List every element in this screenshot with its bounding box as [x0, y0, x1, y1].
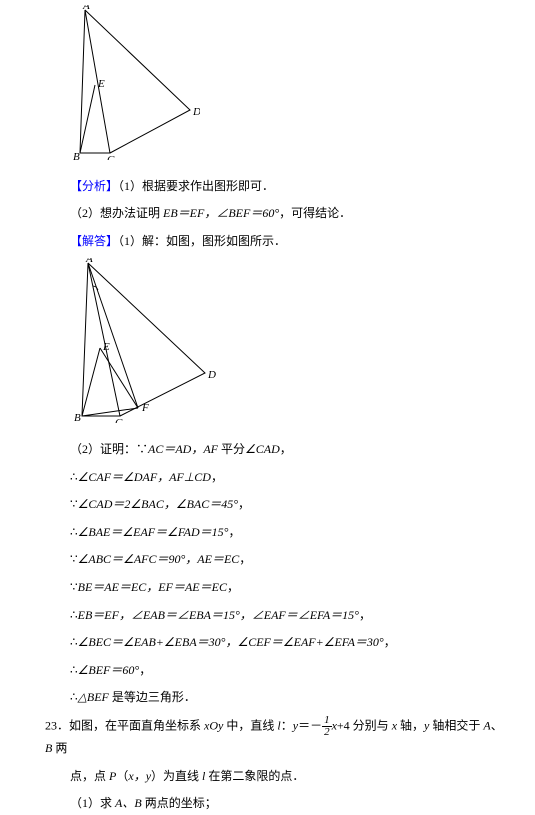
- answer-tag: 【解答】: [70, 234, 118, 248]
- analysis-tag: 【分析】: [70, 179, 118, 193]
- label-f: F: [141, 402, 149, 414]
- geometry-diagram-2: A B C D E F: [70, 258, 535, 431]
- label-d: D: [192, 106, 200, 118]
- label-b: B: [74, 412, 81, 423]
- analysis-line-1: 【分析】（1）根据要求作出图形即可．: [70, 176, 505, 198]
- question-23: 23．如图，在平面直角坐标系 xOy 中，直线 l：y＝－12x+4 分别与 x…: [0, 715, 535, 815]
- label-d: D: [207, 369, 216, 381]
- proof-line-2: ∴∠CAF＝∠DAF，AF⊥CD，: [70, 467, 505, 489]
- label-e: E: [102, 341, 110, 353]
- proof-line-10: ∴△BEF 是等边三角形．: [70, 687, 505, 709]
- label-e: E: [97, 78, 105, 90]
- label-c: C: [107, 154, 115, 160]
- proof-line-1: （2）证明：∵AC＝AD，AF 平分∠CAD，: [70, 439, 505, 461]
- analysis-line-2: （2）想办法证明 EB＝EF，∠BEF＝60°，可得结论．: [70, 203, 505, 225]
- proof-line-4: ∴∠BAE＝∠EAF＝∠FAD＝15°，: [70, 522, 505, 544]
- answer-line-1: 【解答】（1）解：如图，图形如图所示．: [70, 231, 505, 253]
- label-c: C: [115, 417, 123, 423]
- label-a: A: [85, 258, 93, 265]
- label-b: B: [73, 151, 80, 160]
- proof-line-9: ∴∠BEF＝60°，: [70, 660, 505, 682]
- label-a: A: [82, 5, 90, 12]
- proof-line-3: ∵∠CAD＝2∠BAC，∠BAC＝45°，: [70, 494, 505, 516]
- proof-line-8: ∴∠BEC＝∠EAB+∠EBA＝30°，∠CEF＝∠EAF+∠EFA＝30°，: [70, 632, 505, 654]
- proof-line-7: ∴EB＝EF，∠EAB＝∠EBA＝15°，∠EAF＝∠EFA＝15°，: [70, 605, 505, 627]
- geometry-diagram-1: A B C D E: [70, 5, 535, 168]
- proof-line-6: ∵BE＝AE＝EC，EF＝AE＝EC，: [70, 577, 505, 599]
- proof-line-5: ∵∠ABC＝∠AFC＝90°，AE＝EC，: [70, 549, 505, 571]
